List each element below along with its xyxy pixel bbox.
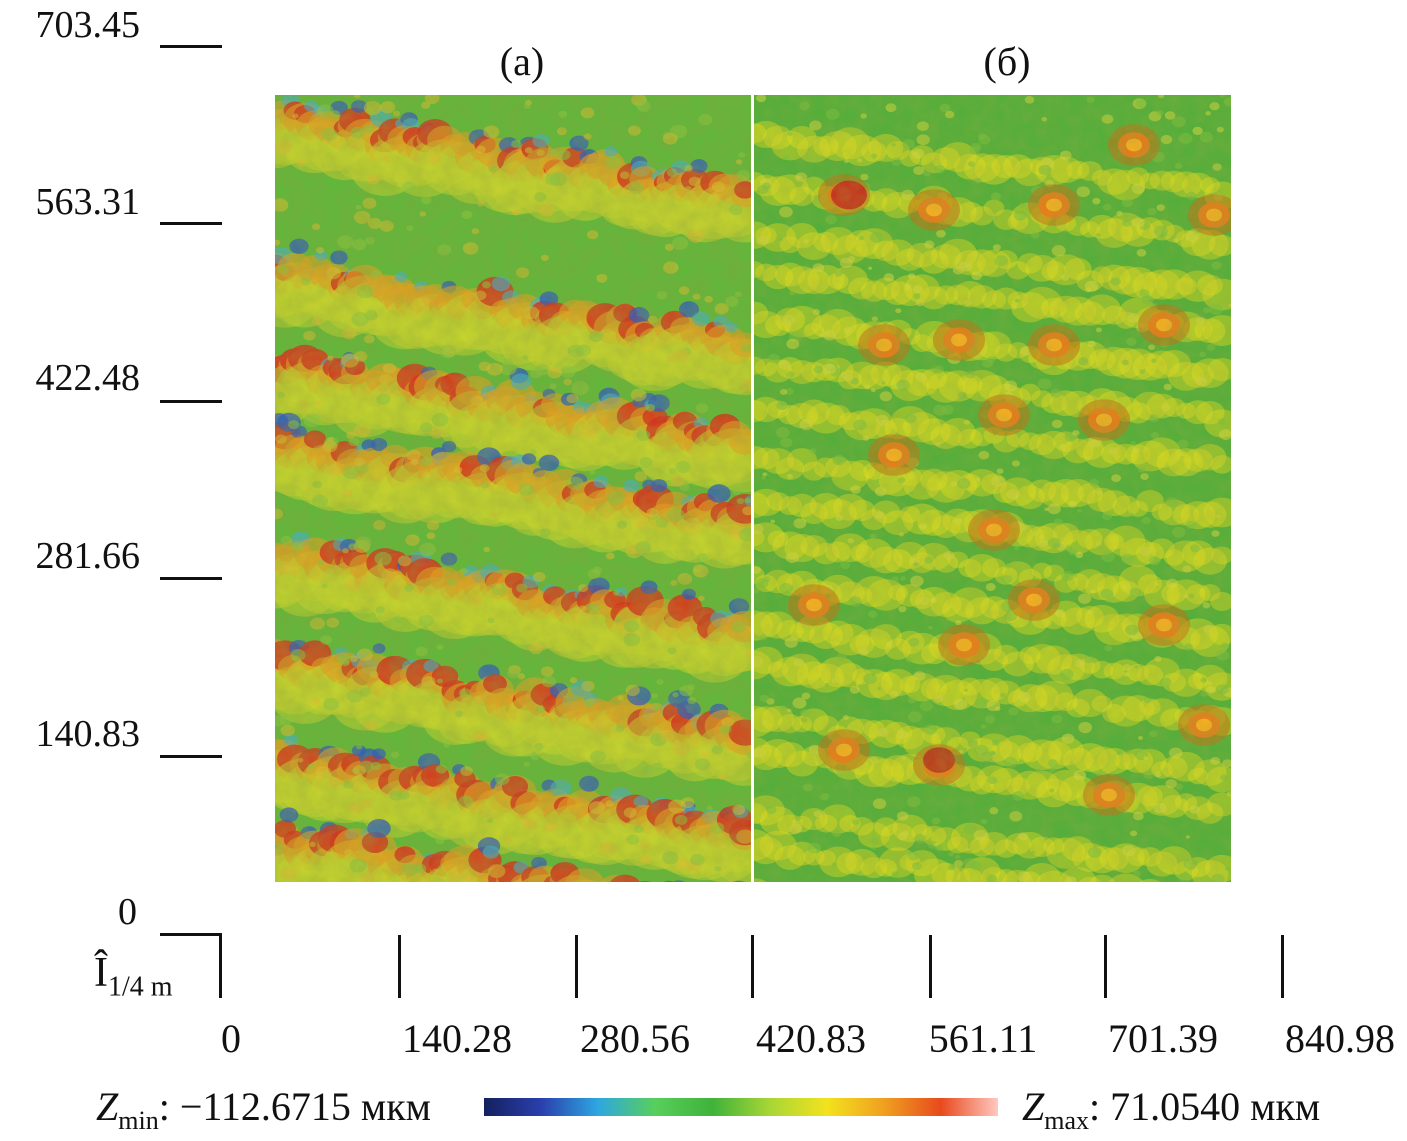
surface-image-b — [754, 95, 1231, 882]
y-tick-label: 422.48 — [35, 357, 141, 399]
x-tick-label: 561.11 — [928, 1016, 1038, 1061]
x-tick — [1104, 935, 1107, 998]
y-tick — [160, 755, 222, 758]
y-tick-label: 140.83 — [35, 713, 141, 755]
y-tick-label: 563.31 — [35, 181, 141, 223]
x-tick — [1281, 935, 1284, 998]
y-tick — [160, 400, 222, 403]
axis-corner — [160, 933, 222, 936]
surface-panel-b — [754, 95, 1231, 882]
x-tick — [575, 935, 578, 998]
x-tick-label: 280.56 — [580, 1016, 690, 1061]
x-tick-label: 0 — [221, 1016, 241, 1061]
x-tick-label: 140.28 — [402, 1016, 512, 1061]
surface-panel-a — [275, 95, 751, 882]
color-scale-bar — [484, 1098, 998, 1116]
panel-caption-a: (a) — [499, 39, 545, 84]
y-tick — [160, 577, 222, 580]
x-tick — [398, 935, 401, 998]
surface-image-a — [275, 95, 751, 882]
zmax-label: Zmax: 71.0540 мкм — [1022, 1084, 1321, 1135]
x-tick — [929, 935, 932, 998]
x-tick-label: 840.98 — [1285, 1016, 1395, 1061]
x-unit-label: Î1/4 m — [94, 950, 173, 1003]
y-tick-label: 0 — [118, 891, 137, 933]
panel-divider — [751, 95, 754, 882]
axis-corner — [219, 933, 222, 998]
panel-caption-b: (б) — [983, 39, 1031, 84]
y-tick — [160, 45, 222, 48]
x-tick — [751, 935, 754, 998]
zmin-label: Zmin: −112.6715 мкм — [96, 1084, 431, 1135]
x-tick-label: 701.39 — [1108, 1016, 1218, 1061]
y-tick-label: 281.66 — [35, 535, 141, 577]
y-tick — [160, 222, 222, 225]
x-tick-label: 420.83 — [756, 1016, 866, 1061]
y-tick-label: 703.45 — [35, 4, 141, 46]
